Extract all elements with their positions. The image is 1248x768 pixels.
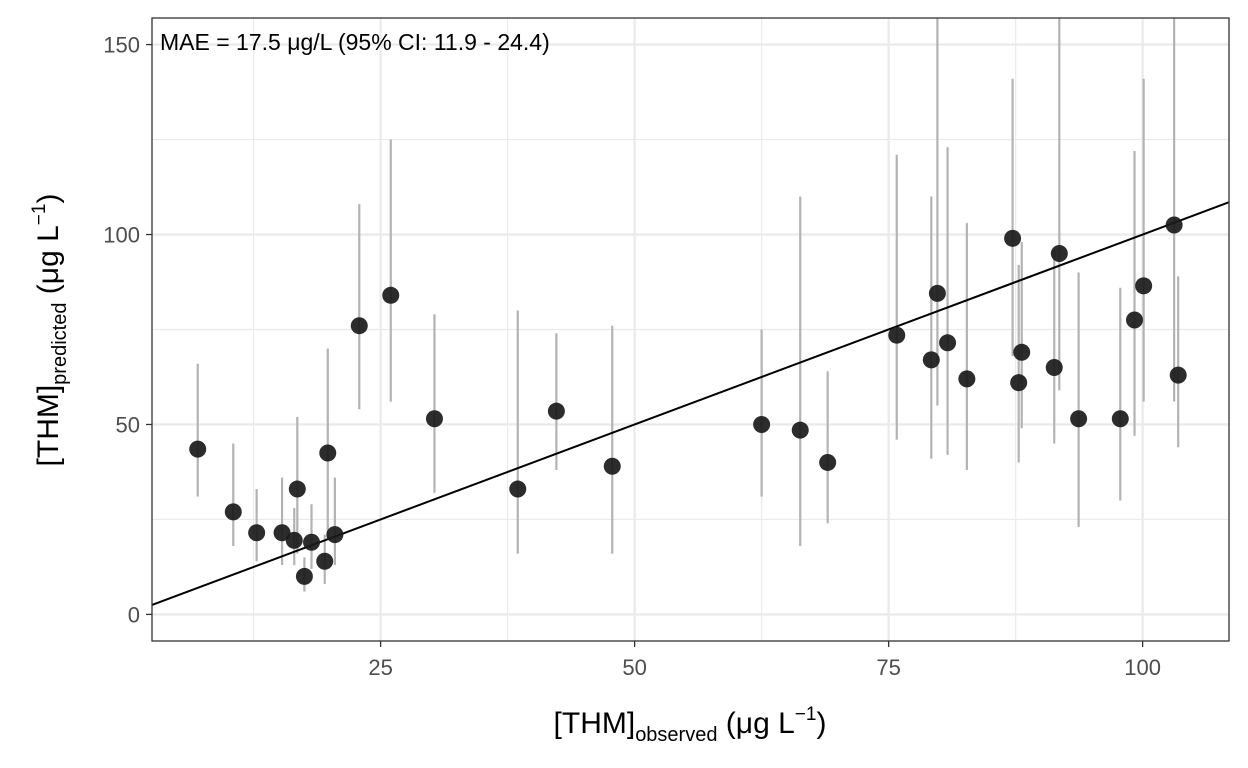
y-tick-label: 100	[103, 223, 140, 248]
data-point	[509, 480, 527, 498]
x-tick-label: 100	[1124, 655, 1161, 680]
data-point	[1070, 410, 1088, 428]
data-point	[224, 503, 242, 521]
data-point	[1111, 410, 1129, 428]
data-point	[1169, 366, 1187, 384]
data-point	[791, 421, 809, 439]
x-tick-label: 25	[368, 655, 392, 680]
y-axis-title-unit: (μg L	[32, 225, 65, 302]
error-bars	[196, 18, 1180, 592]
data-point	[248, 524, 266, 542]
y-tick-label: 0	[128, 602, 140, 627]
data-point	[303, 533, 321, 551]
data-point	[1004, 229, 1022, 247]
x-axis-title-close: )	[816, 707, 826, 740]
y-axis-title-sup: −1	[29, 204, 50, 226]
data-point	[273, 524, 291, 542]
data-point	[285, 531, 303, 549]
data-point	[1050, 245, 1068, 263]
x-axis-title-sub: observed	[635, 724, 717, 746]
x-axis-title-main: [THM]	[554, 707, 636, 740]
y-axis-title: [THM]predicted (μg L−1)	[29, 194, 71, 467]
y-axis-title-sub: predicted	[49, 303, 71, 385]
data-point	[547, 402, 565, 420]
y-tick-label: 50	[116, 412, 140, 437]
data-point	[928, 284, 946, 302]
panel-border	[151, 17, 1230, 642]
data-point	[958, 370, 976, 388]
x-tick-label: 75	[876, 655, 900, 680]
data-point	[819, 453, 837, 471]
y-axis-title-main: [THM]	[32, 385, 65, 467]
data-point	[1165, 216, 1183, 234]
data-points	[189, 216, 1187, 585]
y-axis-title-close: )	[32, 194, 65, 204]
data-point	[326, 526, 344, 544]
data-point	[1135, 277, 1153, 295]
axis-ticks: 25 50 75 100 0 50 100 150	[103, 33, 1161, 680]
data-point	[189, 440, 207, 458]
data-point	[888, 326, 906, 344]
data-point	[603, 457, 621, 475]
data-point	[922, 351, 940, 369]
data-point	[425, 410, 443, 428]
x-axis-title-unit: (μg L	[717, 707, 794, 740]
data-point	[319, 444, 337, 462]
data-point	[295, 567, 313, 585]
x-axis-title-sup: −1	[795, 704, 817, 725]
data-point	[1010, 374, 1028, 392]
y-tick-label: 150	[103, 33, 140, 58]
data-point	[753, 415, 771, 433]
data-point	[1013, 343, 1031, 361]
data-point	[1126, 311, 1144, 329]
data-point	[382, 286, 400, 304]
x-tick-label: 50	[622, 655, 646, 680]
data-point	[316, 552, 334, 570]
data-point	[350, 317, 368, 335]
data-point	[939, 334, 957, 352]
data-point	[1045, 358, 1063, 376]
mae-annotation: MAE = 17.5 μg/L (95% CI: 11.9 - 24.4)	[160, 29, 550, 55]
x-axis-title: [THM]observed (μg L−1)	[554, 704, 827, 746]
data-point	[288, 480, 306, 498]
